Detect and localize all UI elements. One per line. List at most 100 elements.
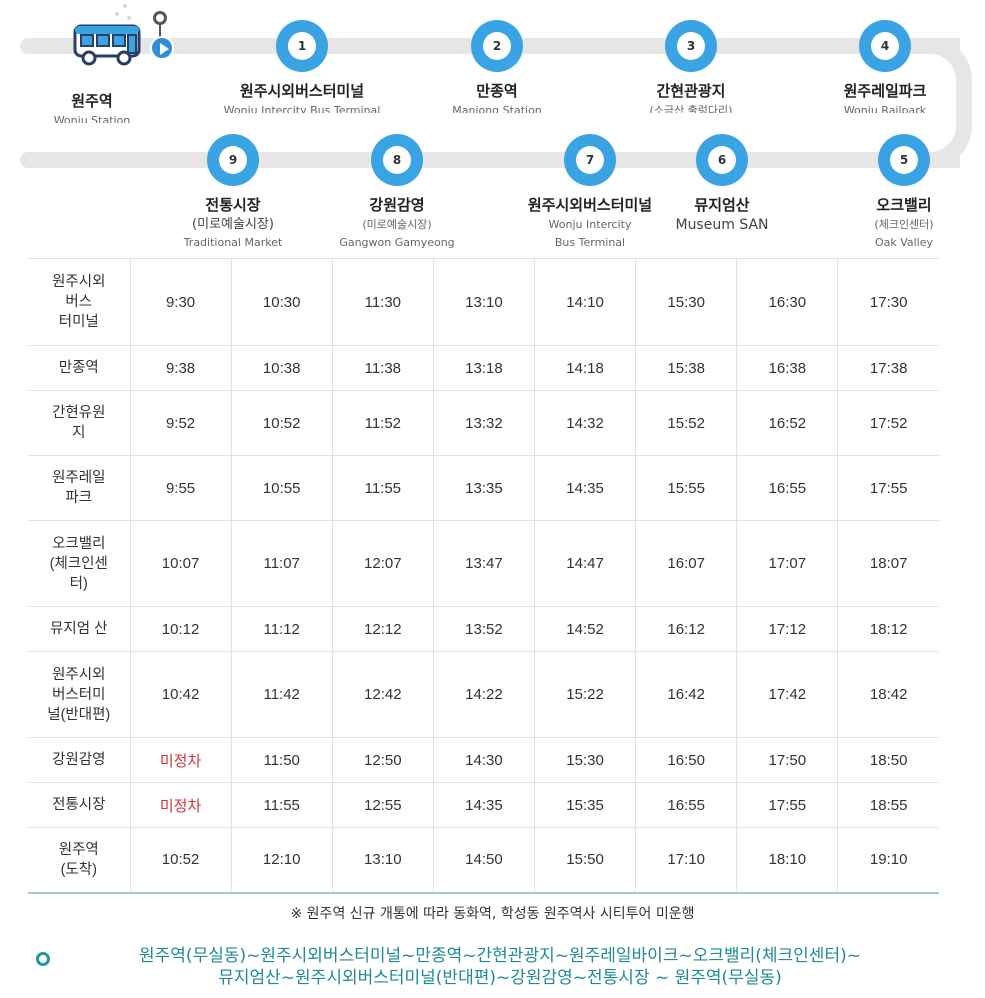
stop-number-badge: 7: [564, 134, 616, 186]
time-cell: 9:30: [129, 258, 232, 346]
stop-4[interactable]: 4 원주레일파크 Wonju Railpark: [785, 20, 985, 113]
time-cell: 12:50: [331, 737, 434, 783]
stop-7[interactable]: 7 원주시외버스터미널 Wonju Intercity Bus Terminal: [490, 134, 690, 251]
time-cell: 11:07: [230, 520, 333, 607]
time-cell: 15:38: [635, 345, 738, 391]
timetable: 원주시외 버스 터미널 9:30 10:30 11:30 13:10 14:10 15:30…: [28, 258, 939, 894]
stop-3[interactable]: 3 간현관광지 (소금산 출렁다리): [591, 20, 791, 113]
station-cell: 간현유원 지: [28, 390, 131, 456]
time-cell: 15:22: [533, 651, 637, 738]
time-cell: 16:07: [635, 520, 738, 607]
stop-sub: Wonju Station: [53, 114, 131, 123]
stop-sub: Wonju Intercity: [548, 218, 632, 231]
time-cell: 13:10: [331, 827, 434, 893]
time-cell: 13:52: [432, 606, 536, 652]
table-row: 원주시외 버스터미 널(반대편) 10:42 11:42 12:42 14:22 15:2…: [28, 651, 939, 738]
stop-number-badge: 1: [276, 20, 328, 72]
station-cell: 오크밸리 (체크인센 터): [28, 520, 131, 607]
time-cell: 14:35: [533, 455, 637, 521]
stop-name: 전통시장: [205, 196, 261, 214]
station-cell: 강원감영: [28, 737, 131, 783]
time-cell: 18:07: [837, 520, 939, 607]
time-cell: 12:42: [331, 651, 434, 738]
stop-9[interactable]: 9 전통시장 (미로예술시장) Traditional Market: [133, 134, 333, 251]
stop-name: 간현관광지: [656, 82, 726, 100]
time-cell: 13:47: [432, 520, 536, 607]
time-cell: 미정차: [129, 782, 232, 828]
route-line-1: 원주역(무실동)~원주시외버스터미널~만종역~간현관광지~원주레일바이크~오크밸…: [139, 946, 861, 966]
time-cell: 15:30: [635, 258, 738, 346]
time-cell: 9:55: [129, 455, 232, 521]
time-cell: 16:50: [635, 737, 738, 783]
stop-sub: (미로예술시장): [362, 218, 432, 231]
time-cell: 12:10: [230, 827, 333, 893]
stop-sub-en: Traditional Market: [183, 236, 283, 249]
time-cell: 14:18: [533, 345, 637, 391]
time-cell: 16:12: [635, 606, 738, 652]
stop-sub: Wonju Railpark: [843, 104, 927, 113]
stop-number-badge: 8: [371, 134, 423, 186]
station-cell: 원주레일 파크: [28, 455, 131, 521]
time-cell: 11:55: [331, 455, 434, 521]
stop-name: 원주시외버스터미널: [527, 196, 653, 214]
time-cell: 17:55: [837, 455, 939, 521]
stop-name: 원주역: [71, 92, 113, 110]
time-cell: 14:32: [533, 390, 637, 456]
station-cell: 뮤지엄 산: [28, 606, 131, 652]
stop-sub: Manjong Station: [452, 104, 542, 113]
table-row: 전통시장 미정차 11:55 12:55 14:35 15:35 16:55 17:55 18:…: [28, 782, 939, 828]
time-cell: 10:55: [230, 455, 333, 521]
time-cell: 10:12: [129, 606, 232, 652]
time-cell: 12:55: [331, 782, 434, 828]
time-cell: 15:30: [533, 737, 637, 783]
stop-number-badge: 2: [471, 20, 523, 72]
time-cell: 19:10: [837, 827, 939, 893]
stop-sub-en: Oak Valley: [874, 236, 934, 249]
time-cell: 10:38: [230, 345, 333, 391]
time-cell: 16:52: [736, 390, 839, 456]
table-row: 강원감영 미정차 11:50 12:50 14:30 15:30 16:50 17:50 18:…: [28, 737, 939, 783]
sparkle-decoration: [115, 4, 133, 22]
stop-number-badge: 6: [696, 134, 748, 186]
stop-sub: (체크인센터): [874, 218, 934, 231]
time-cell: 9:52: [129, 390, 232, 456]
time-cell: 17:30: [837, 258, 939, 346]
table-row: 원주역 (도착) 10:52 12:10 13:10 14:50 15:50 17:10 18…: [28, 827, 939, 893]
time-cell: 13:18: [432, 345, 536, 391]
time-cell: 10:42: [129, 651, 232, 738]
time-cell: 11:50: [230, 737, 333, 783]
stop-5[interactable]: 5 오크밸리 (체크인센터) Oak Valley: [804, 134, 985, 251]
time-cell: 17:07: [736, 520, 839, 607]
table-row: 오크밸리 (체크인센 터) 10:07 11:07 12:07 13:47 14:47 16…: [28, 520, 939, 607]
time-cell: 10:07: [129, 520, 232, 607]
time-cell: 18:10: [736, 827, 839, 893]
stop-1[interactable]: 1 원주시외버스터미널 Wonju Intercity Bus Terminal: [202, 20, 402, 113]
time-cell: 14:35: [432, 782, 536, 828]
time-cell: 16:55: [635, 782, 738, 828]
time-cell: 15:50: [533, 827, 637, 893]
stop-name: 뮤지엄산: [694, 196, 750, 214]
time-cell: 17:52: [837, 390, 939, 456]
stop-8[interactable]: 8 강원감영 (미로예술시장) Gangwon Gamyeong: [297, 134, 497, 251]
time-cell: 14:10: [533, 258, 637, 346]
time-cell: 11:52: [331, 390, 434, 456]
time-cell: 14:22: [432, 651, 536, 738]
time-cell: 16:42: [635, 651, 738, 738]
time-cell: 15:35: [533, 782, 637, 828]
station-cell: 원주역 (도착): [28, 827, 131, 893]
time-cell: 16:30: [736, 258, 839, 346]
time-cell: 14:30: [432, 737, 536, 783]
table-row: 만종역 9:38 10:38 11:38 13:18 14:18 15:38 16:38 17:…: [28, 345, 939, 391]
time-cell: 16:38: [736, 345, 839, 391]
stop-6[interactable]: 6 뮤지엄산 Museum SAN: [622, 134, 822, 233]
play-icon[interactable]: [150, 36, 174, 60]
time-cell: 18:55: [837, 782, 939, 828]
time-cell: 11:55: [230, 782, 333, 828]
time-cell: 11:30: [331, 258, 434, 346]
time-cell: 17:42: [736, 651, 839, 738]
stop-name: 만종역: [476, 82, 518, 100]
time-cell: 12:07: [331, 520, 434, 607]
time-cell: 14:50: [432, 827, 536, 893]
time-cell: 18:50: [837, 737, 939, 783]
stop-2[interactable]: 2 만종역 Manjong Station: [397, 20, 597, 113]
